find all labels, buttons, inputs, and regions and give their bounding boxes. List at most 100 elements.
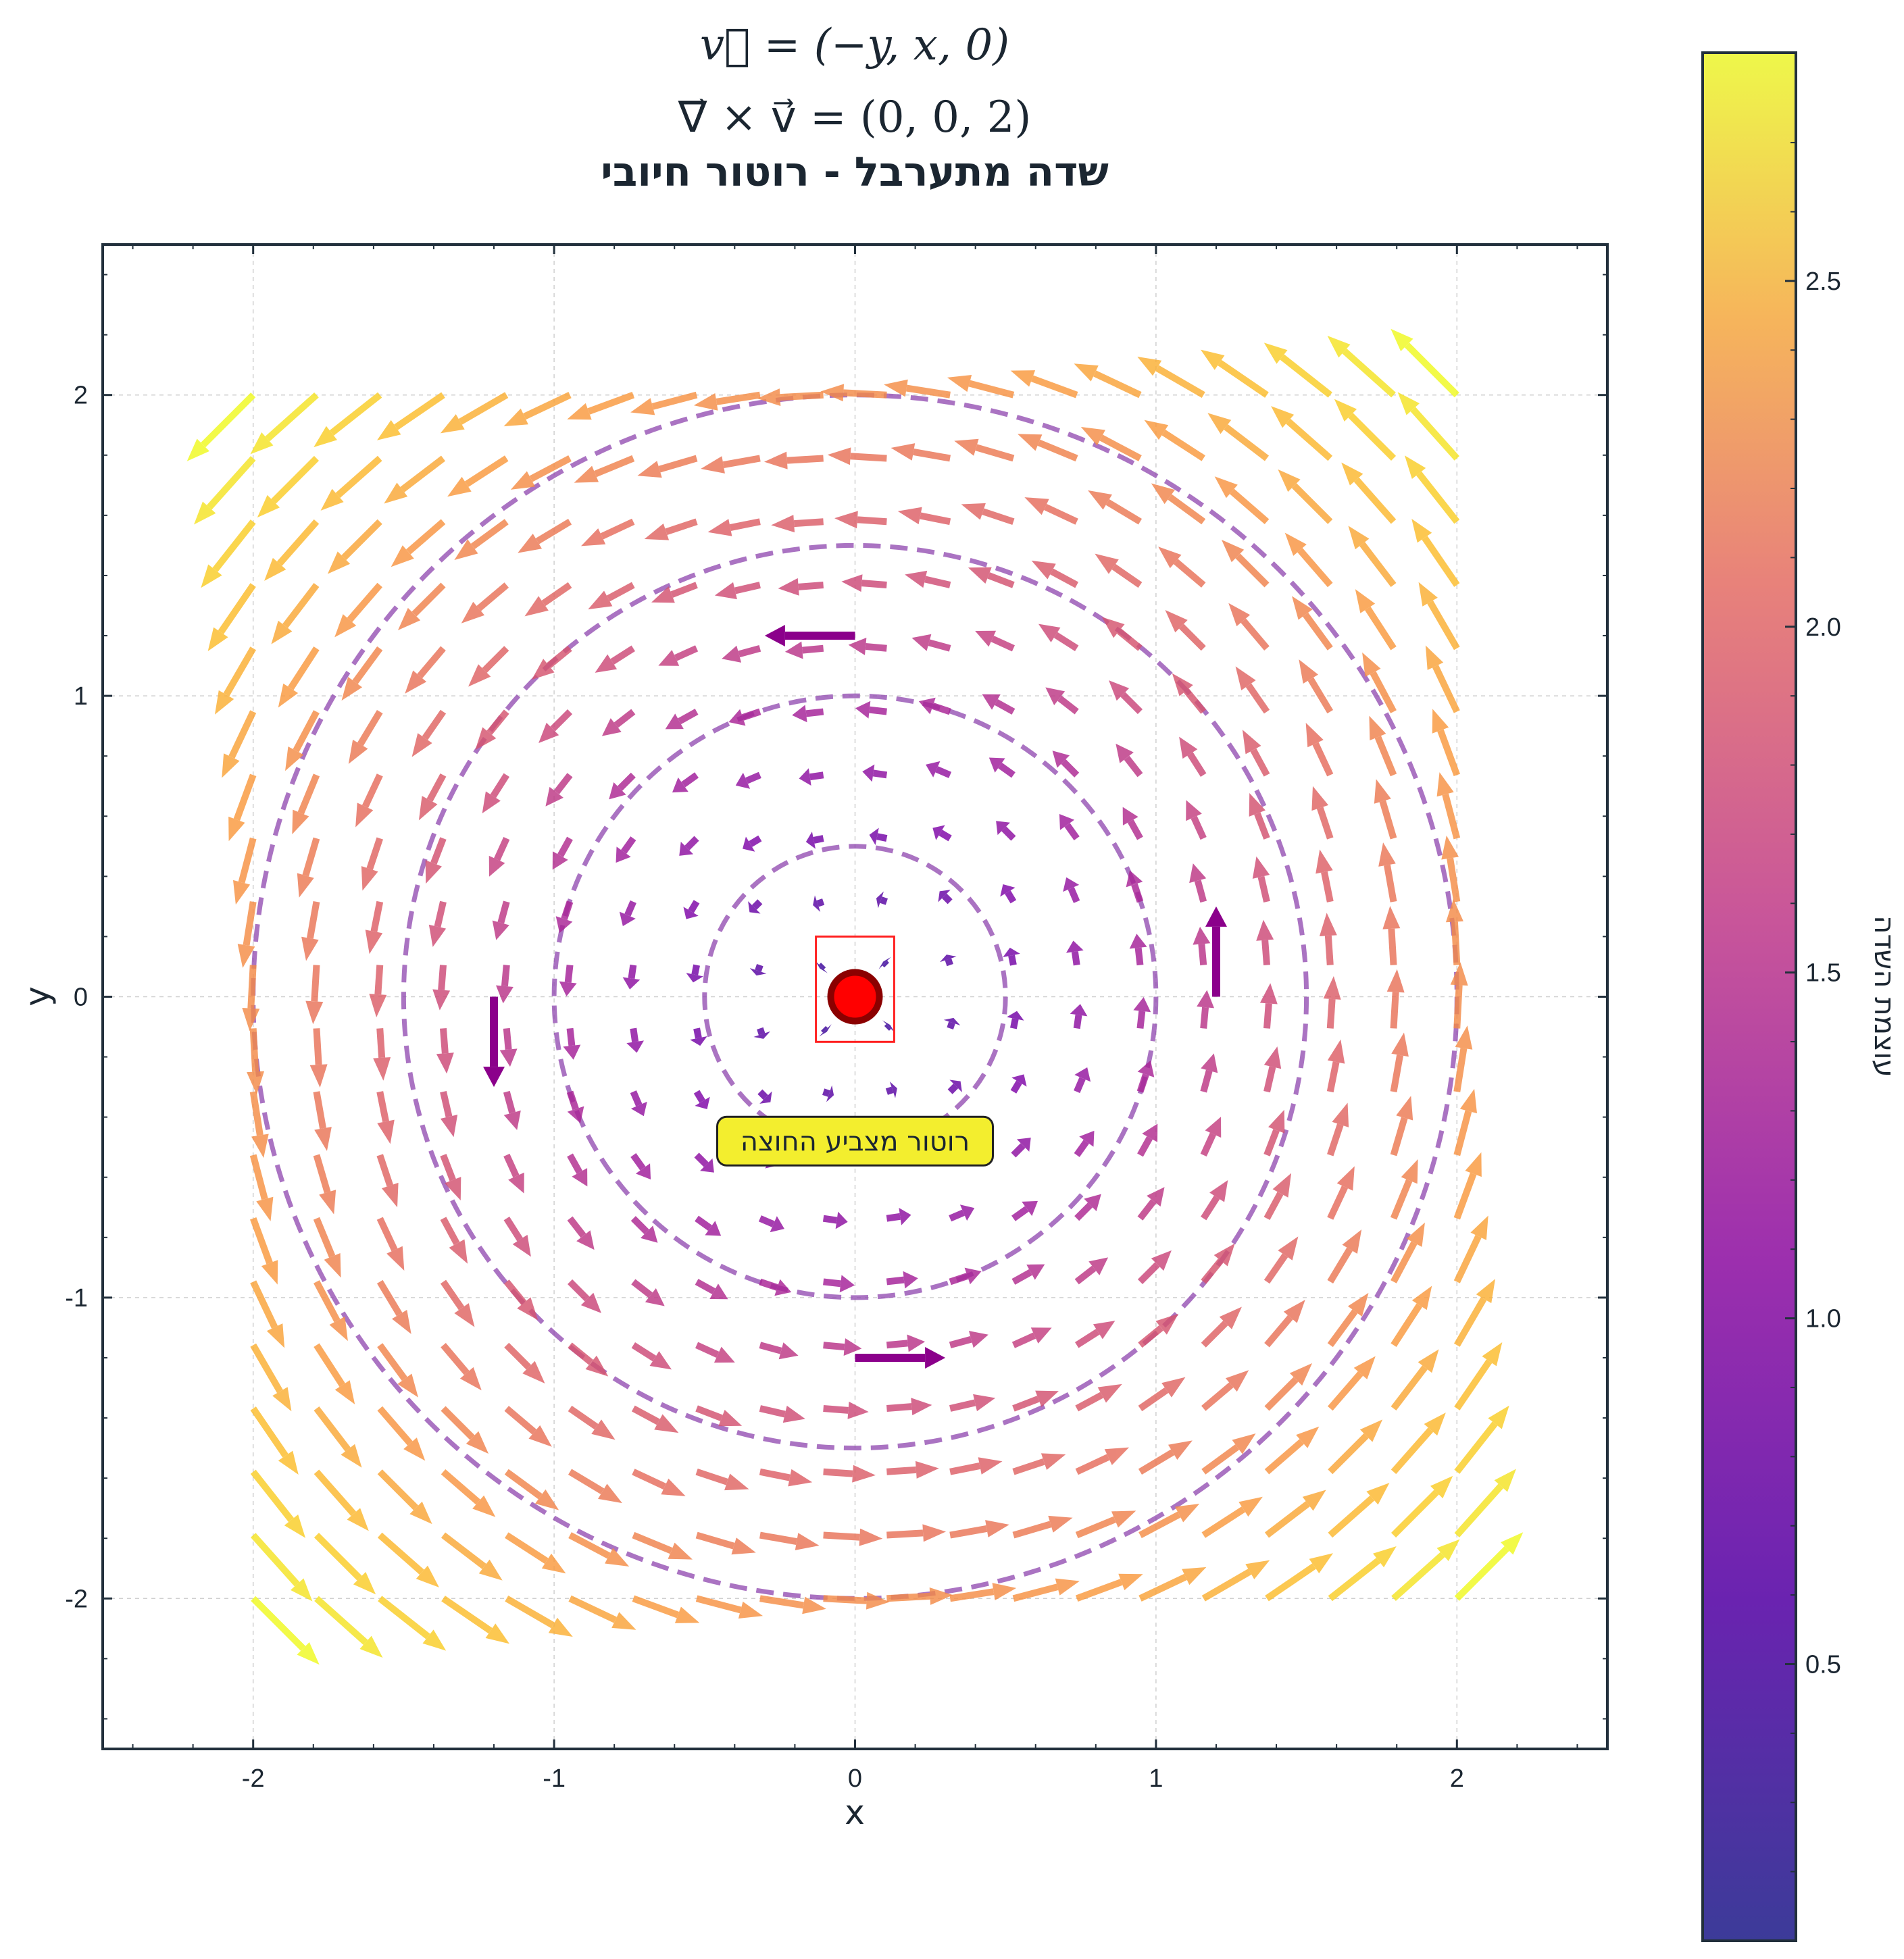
field-arrow bbox=[1038, 624, 1079, 651]
field-arrow-shaft bbox=[1200, 1069, 1213, 1093]
field-arrow bbox=[567, 392, 635, 420]
field-arrow-shaft bbox=[947, 1084, 959, 1094]
field-arrow bbox=[1136, 1060, 1155, 1093]
field-arrow bbox=[440, 1091, 458, 1138]
field-arrow bbox=[1450, 962, 1468, 1029]
field-arrow-shaft bbox=[1432, 665, 1460, 713]
field-arrow bbox=[1348, 526, 1397, 588]
field-arrow-shaft bbox=[1044, 503, 1078, 525]
field-arrow-head bbox=[1201, 349, 1225, 370]
field-arrow bbox=[939, 955, 957, 967]
field-arrow-head bbox=[1186, 800, 1202, 821]
field-arrow-head bbox=[649, 1351, 672, 1370]
field-arrow-head bbox=[693, 393, 718, 411]
field-arrow-head bbox=[1382, 905, 1401, 930]
field-arrow-shaft bbox=[821, 1025, 828, 1033]
field-arrow-head bbox=[1353, 1356, 1376, 1379]
field-arrow-shaft bbox=[406, 519, 446, 555]
field-arrow bbox=[249, 1091, 269, 1159]
field-arrow-head bbox=[690, 1036, 707, 1046]
field-arrow-head bbox=[926, 761, 941, 778]
field-arrow-shaft bbox=[945, 958, 953, 967]
field-arrow-head bbox=[232, 880, 251, 905]
field-arrow bbox=[701, 455, 761, 474]
field-arrow-shaft bbox=[886, 1213, 901, 1222]
field-arrow-shaft bbox=[1264, 1377, 1299, 1411]
field-arrow-shaft bbox=[1328, 1433, 1369, 1475]
field-arrow bbox=[815, 961, 828, 973]
field-arrow-shaft bbox=[250, 1217, 273, 1265]
field-arrow-head bbox=[1144, 419, 1169, 440]
field-arrow bbox=[1404, 455, 1460, 524]
field-arrow bbox=[690, 1027, 707, 1046]
field-arrow-shaft bbox=[745, 771, 761, 784]
field-arrow bbox=[823, 1528, 883, 1546]
field-arrow-shaft bbox=[631, 1342, 657, 1362]
field-arrow-head bbox=[377, 1119, 395, 1144]
field-arrow bbox=[1063, 877, 1080, 903]
field-arrow-head bbox=[700, 1158, 714, 1173]
field-arrow-head bbox=[622, 977, 641, 990]
field-arrow bbox=[693, 391, 761, 411]
y-tick-label: -1 bbox=[65, 1284, 88, 1313]
field-arrow-head bbox=[1111, 1510, 1136, 1528]
field-arrow-shaft bbox=[243, 901, 257, 946]
field-arrow bbox=[926, 761, 952, 778]
field-arrow bbox=[748, 899, 763, 914]
field-arrow-shaft bbox=[1010, 1080, 1022, 1094]
direction-arrows bbox=[483, 625, 1227, 1369]
field-arrow-shaft bbox=[757, 1089, 768, 1100]
field-arrow bbox=[949, 1394, 996, 1412]
field-arrow bbox=[504, 1469, 559, 1510]
field-arrow-shaft bbox=[1410, 407, 1460, 461]
field-arrow-head bbox=[713, 1346, 735, 1363]
field-arrow-head bbox=[1000, 884, 1016, 897]
field-arrow-head bbox=[324, 1252, 341, 1278]
field-arrow bbox=[1411, 519, 1460, 587]
field-arrow bbox=[1070, 1004, 1088, 1029]
field-arrow-head bbox=[1137, 356, 1162, 376]
field-arrow-head bbox=[911, 1398, 932, 1416]
field-arrow-head bbox=[1263, 1046, 1282, 1069]
field-arrow bbox=[186, 392, 256, 461]
field-arrow-shaft bbox=[1404, 342, 1459, 398]
field-arrow-head bbox=[361, 866, 378, 891]
field-arrow-head bbox=[377, 419, 401, 440]
field-arrow-head bbox=[1309, 1553, 1333, 1574]
field-arrow-head bbox=[1488, 1405, 1509, 1429]
field-arrow-head bbox=[782, 1405, 805, 1423]
field-arrow-shaft bbox=[212, 519, 256, 572]
field-arrow-head bbox=[947, 374, 972, 392]
field-arrow-shaft bbox=[1011, 1143, 1026, 1158]
field-arrow-head bbox=[595, 654, 618, 673]
direction-arrow-head bbox=[764, 625, 785, 647]
field-arrow-shaft bbox=[1037, 439, 1078, 462]
field-arrow bbox=[334, 582, 383, 638]
field-arrow-head bbox=[1038, 624, 1061, 642]
field-arrow bbox=[441, 1406, 489, 1454]
field-arrow-head bbox=[929, 1587, 953, 1605]
field-arrow-shaft bbox=[876, 833, 888, 842]
field-arrow-shaft bbox=[376, 1091, 389, 1123]
field-arrow bbox=[911, 634, 951, 652]
field-arrow bbox=[1172, 673, 1207, 714]
field-arrow bbox=[369, 965, 387, 1017]
field-arrow-head bbox=[661, 1478, 686, 1496]
field-arrow-shaft bbox=[250, 1343, 283, 1394]
field-arrow-shaft bbox=[861, 580, 887, 588]
field-arrow-shaft bbox=[250, 1533, 300, 1587]
field-arrow bbox=[1144, 419, 1205, 461]
field-arrow-head bbox=[1245, 1560, 1270, 1579]
field-arrow-head bbox=[852, 1465, 876, 1483]
field-arrow bbox=[886, 1524, 947, 1542]
field-arrow-head bbox=[1386, 969, 1405, 993]
field-arrow-shaft bbox=[1280, 354, 1332, 398]
field-arrow-shaft bbox=[440, 1028, 449, 1054]
field-arrow bbox=[988, 757, 1016, 778]
field-arrow bbox=[771, 515, 824, 533]
field-arrow bbox=[758, 1215, 784, 1233]
field-arrow-shaft bbox=[695, 1342, 720, 1358]
rotation-direction-arrow bbox=[764, 625, 855, 647]
field-arrow-head bbox=[495, 985, 513, 1004]
field-arrow bbox=[441, 1342, 482, 1391]
